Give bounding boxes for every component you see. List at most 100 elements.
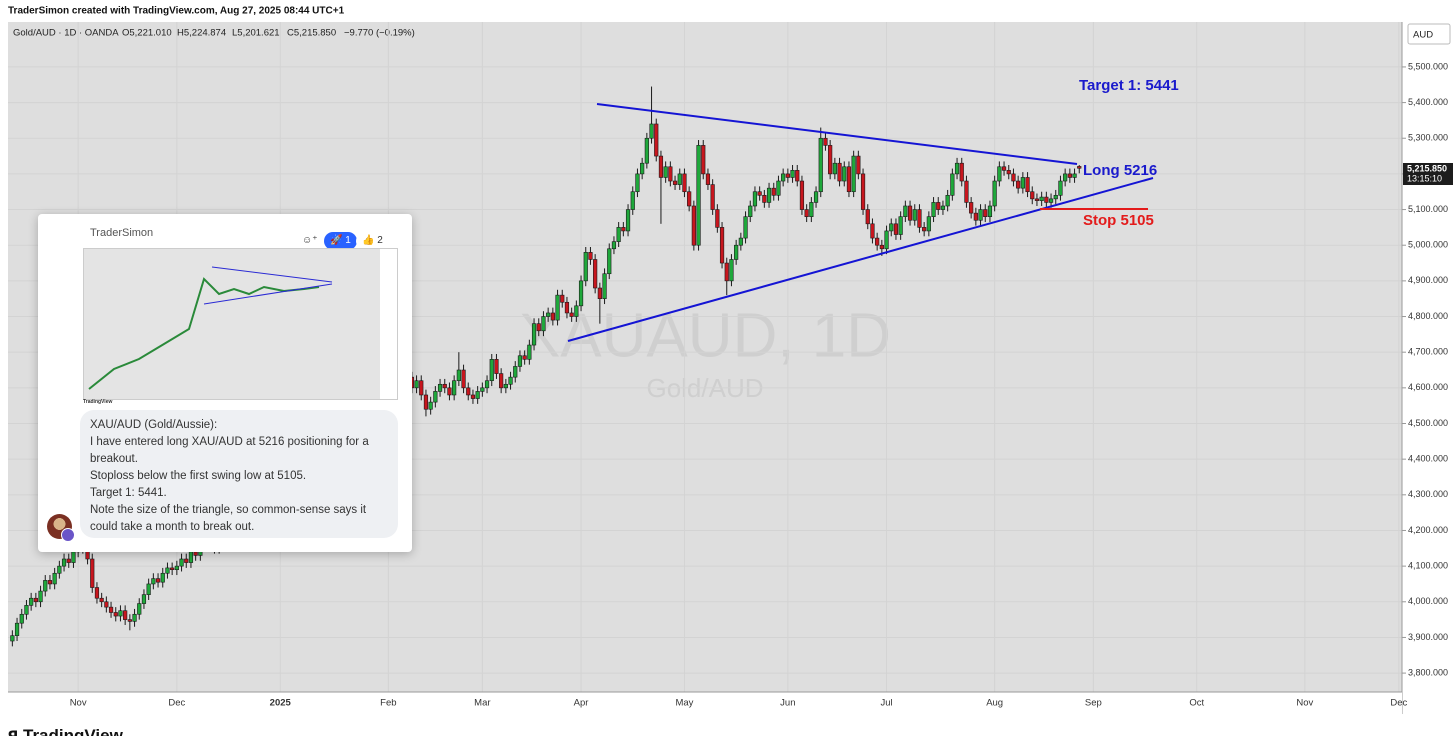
candle-body xyxy=(423,394,429,410)
candle-body xyxy=(550,312,555,321)
x-tick-label: May xyxy=(675,698,693,709)
x-tick-label: Dec xyxy=(1390,698,1407,709)
candle-body xyxy=(1006,170,1011,175)
candle-body xyxy=(776,180,781,196)
candle-body xyxy=(931,202,936,217)
candle-body xyxy=(762,194,767,203)
y-tick-label: 4,300.000 xyxy=(1408,489,1448,499)
candle-body xyxy=(959,162,964,182)
x-tick-label: Dec xyxy=(168,698,185,709)
candle-body xyxy=(1058,180,1063,196)
candle-body xyxy=(14,622,20,636)
message-line: Stoploss below the first swing low at 51… xyxy=(90,470,307,482)
candle-body xyxy=(616,227,621,242)
candle-body xyxy=(29,597,34,606)
candle-body xyxy=(141,594,147,604)
candle-body xyxy=(729,259,734,282)
y-tick-label: 4,400.000 xyxy=(1408,454,1448,464)
candle-body xyxy=(174,565,179,570)
emoji-button[interactable]: ☺⁺ xyxy=(296,232,324,250)
countdown: 13:15:10 xyxy=(1407,173,1442,183)
change: −9.770 (−0.19%) xyxy=(344,28,415,39)
candle-body xyxy=(99,597,104,603)
candle-body xyxy=(795,170,800,182)
comment-author: TraderSimon xyxy=(90,227,154,239)
candle-body xyxy=(950,173,955,196)
thumbnail-art xyxy=(88,249,397,399)
candle-body xyxy=(33,597,38,603)
drawings: Target 1: 5441 Long 5216 Stop 5105 xyxy=(567,77,1179,342)
candle-body xyxy=(969,202,974,214)
candle-body xyxy=(696,145,701,246)
y-tick-label: 4,000.000 xyxy=(1408,596,1448,606)
x-tick-label: Nov xyxy=(1296,698,1313,709)
candle-body xyxy=(682,173,687,193)
candle-body xyxy=(785,173,790,178)
candle-body xyxy=(799,180,805,210)
reaction[interactable]: 🚀 1 xyxy=(324,232,357,250)
brand: TradingView xyxy=(23,726,123,736)
candle-body xyxy=(24,605,29,615)
message-bubble: XAU/AUD (Gold/Aussie): I have entered lo… xyxy=(80,410,398,538)
price-axis xyxy=(1402,22,1456,714)
candle-body xyxy=(649,123,654,139)
candle-body xyxy=(625,209,631,232)
x-tick-label: Mar xyxy=(474,698,490,709)
candle-body xyxy=(146,583,151,595)
candle-body xyxy=(108,606,114,613)
candle-body xyxy=(470,394,476,399)
candle-body xyxy=(875,237,880,246)
y-tick-label: 5,500.000 xyxy=(1408,61,1448,71)
candle-body xyxy=(940,205,946,210)
candle-body xyxy=(52,572,57,585)
candle-body xyxy=(823,137,828,146)
symbol-legend: Gold/AUD · 1D · OANDA O5,221.010 H5,224.8… xyxy=(13,28,415,39)
y-tick-label: 4,200.000 xyxy=(1408,525,1448,535)
y-tick-label: 4,100.000 xyxy=(1408,561,1448,571)
candle-body xyxy=(781,173,786,182)
candle-body xyxy=(644,137,649,164)
candle-body xyxy=(987,205,993,217)
candle-body xyxy=(414,380,419,389)
ohlc-value: L5,201.621 xyxy=(232,28,280,39)
candle-body xyxy=(842,166,847,182)
candle-body xyxy=(578,280,584,307)
currency-box xyxy=(1407,23,1451,45)
candle-body xyxy=(813,191,819,203)
candle-body xyxy=(43,580,48,592)
reaction[interactable]: 👍 2 xyxy=(356,232,389,250)
chart-thumbnail[interactable] xyxy=(83,248,398,400)
candle-body xyxy=(893,223,899,235)
candle-body xyxy=(997,166,1002,182)
candle-body xyxy=(193,551,198,556)
candle-body xyxy=(1016,180,1021,189)
candle-body xyxy=(188,551,194,563)
candle-body xyxy=(10,635,15,642)
candle-body xyxy=(992,180,997,207)
x-tick-label: Jul xyxy=(880,698,892,709)
message-line: XAU/AUD (Gold/Aussie): xyxy=(90,419,218,431)
currency: AUD xyxy=(1413,30,1433,41)
candle-body xyxy=(752,191,758,207)
x-tick-label: Oct xyxy=(1189,698,1204,709)
candle-body xyxy=(531,323,537,346)
candle-body xyxy=(461,369,466,389)
candle-body xyxy=(494,359,499,374)
candle-body xyxy=(851,155,856,193)
candle-body xyxy=(668,166,673,182)
y-tick-label: 3,800.000 xyxy=(1408,667,1448,677)
candle-body xyxy=(564,301,570,314)
y-tick-label: 5,300.000 xyxy=(1408,133,1448,143)
candle-body xyxy=(1039,196,1044,201)
x-tick-label: Apr xyxy=(574,698,589,709)
candle-body xyxy=(715,209,720,228)
message-line: could take a month to break out. xyxy=(90,521,255,533)
candle-body xyxy=(113,612,118,617)
candle-body xyxy=(926,216,931,232)
y-tick-label: 4,600.000 xyxy=(1408,382,1448,392)
candle-body xyxy=(437,383,443,392)
thumbnail-axis xyxy=(380,249,397,399)
candle-body xyxy=(456,369,461,382)
candle-body xyxy=(1067,173,1072,178)
